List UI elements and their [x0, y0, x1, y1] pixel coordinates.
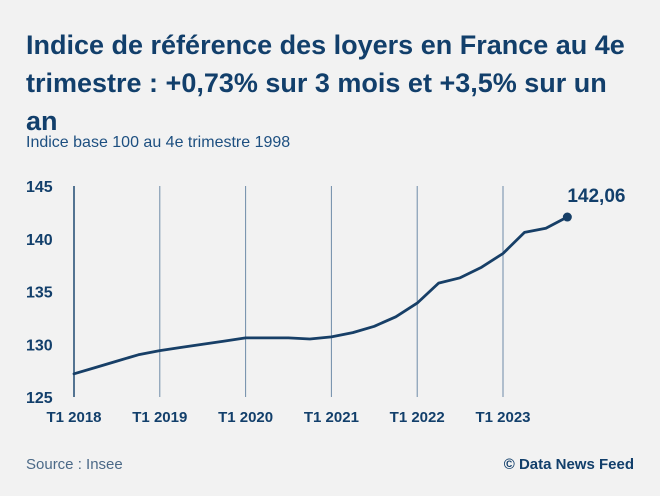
chart-title: Indice de référence des loyers en France… [26, 30, 625, 136]
x-tick-label: T1 2019 [132, 409, 187, 426]
x-tick-label: T1 2022 [390, 409, 445, 426]
x-tick-label: T1 2018 [46, 409, 101, 426]
last-point-marker [562, 212, 572, 222]
y-tick-labels: 125 130 135 140 145 [26, 179, 53, 407]
x-tick-label: T1 2020 [218, 409, 273, 426]
last-value-label: 142,06 [567, 186, 625, 207]
chart-subtitle: Indice base 100 au 4e trimestre 1998 [26, 134, 291, 151]
x-tick-label: T1 2023 [475, 409, 530, 426]
source-note: Source : Insee [26, 456, 123, 473]
y-tick-label: 130 [26, 337, 53, 354]
credit-note: © Data News Feed [503, 456, 634, 473]
y-tick-label: 135 [26, 285, 53, 302]
series-line [72, 215, 569, 376]
y-tick-label: 125 [26, 390, 53, 407]
y-tick-label: 145 [26, 179, 53, 196]
vertical-gridlines [159, 186, 504, 397]
x-tick-label: T1 2021 [304, 409, 359, 426]
x-tick-labels: T1 2018 T1 2019 T1 2020 T1 2021 T1 2022 T1 20… [46, 409, 530, 426]
y-tick-label: 140 [26, 232, 53, 249]
